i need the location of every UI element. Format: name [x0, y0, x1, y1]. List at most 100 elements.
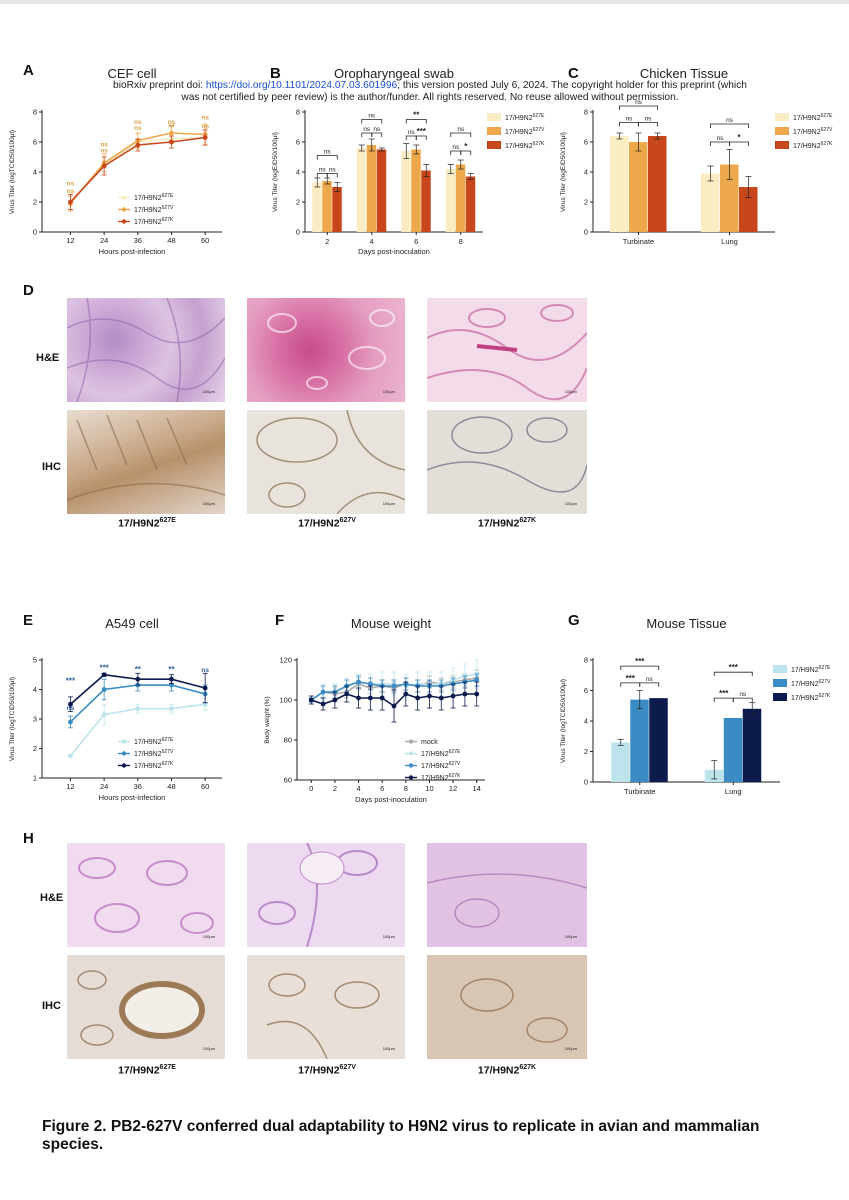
scale-bar-h4: 100μm — [202, 1046, 215, 1051]
data-point — [169, 676, 174, 682]
scale-bar-d2: 100μm — [382, 389, 395, 394]
legend-swatch — [775, 127, 789, 135]
x-tick-label: 8 — [459, 237, 463, 246]
significance-bracket — [638, 122, 658, 127]
data-point — [356, 695, 361, 701]
legend-label: mock — [421, 739, 438, 746]
significance-label: *** — [66, 677, 76, 686]
y-tick-label: 6 — [33, 138, 37, 147]
page-top-bar — [0, 0, 849, 4]
significance-label: ns — [452, 144, 460, 151]
significance-label: *** — [99, 663, 109, 672]
significance-label: *** — [719, 689, 729, 698]
h-ihc-micrograph-627e: 100μm — [67, 955, 225, 1059]
significance-label: ns — [635, 99, 643, 106]
y-tick-label: 4 — [296, 168, 300, 177]
significance-bracket — [326, 173, 338, 178]
significance-label: ns — [726, 117, 734, 124]
d-row-label-he: H&E — [36, 352, 60, 364]
y-tick-label: 8 — [296, 108, 300, 117]
data-point — [367, 695, 373, 701]
significance-label: ** — [168, 123, 175, 132]
data-point — [135, 706, 141, 712]
panel-label-d: D — [23, 282, 34, 299]
significance-bracket — [639, 682, 660, 687]
legend-label: 17/H9N2627E — [793, 113, 833, 122]
significance-bracket — [361, 132, 373, 137]
figure-caption: Figure 2. PB2-627V conferred dual adapta… — [42, 1118, 760, 1153]
legend-label: 17/H9N2627E — [134, 737, 174, 746]
x-tick-label: 48 — [167, 236, 175, 245]
bar — [356, 148, 367, 232]
significance-label: ns — [100, 142, 108, 149]
bar — [630, 699, 649, 782]
data-point — [308, 697, 314, 703]
legend-label: 17/H9N2627V — [134, 205, 174, 214]
data-point — [101, 687, 107, 692]
doi-link[interactable]: https://doi.org/10.1101/2024.07.03.60199… — [205, 80, 398, 91]
y-tick-label: 120 — [279, 656, 292, 665]
data-point — [474, 691, 480, 697]
significance-label: ns — [134, 125, 142, 132]
y-tick-label: 8 — [33, 108, 37, 117]
d-caption-627e: 17/H9N2627E — [67, 517, 227, 530]
chart-title: Mouse Tissue — [646, 616, 726, 631]
significance-label: ** — [413, 111, 420, 120]
data-point — [450, 693, 456, 699]
d-ihc-micrograph-627e: 100μm — [67, 410, 225, 514]
d-caption-627e-base: 17/H9N2 — [118, 517, 160, 530]
x-tick-label: 2 — [325, 237, 329, 246]
bar — [401, 151, 411, 232]
x-tick-label: 12 — [66, 782, 74, 791]
x-tick-label: 8 — [404, 784, 408, 793]
legend-marker — [121, 763, 127, 768]
chart-title: CEF cell — [107, 66, 156, 81]
data-point — [391, 683, 397, 689]
significance-label: ns — [329, 167, 337, 174]
h-caption-627v: 17/H9N2627V — [247, 1064, 407, 1077]
d-caption-627v-sup: 627V — [339, 517, 356, 524]
legend-marker — [408, 739, 414, 744]
chart-c-chicken-tissue: 0 2 4 6 8 Chicken Tissue Virus Titer (logEID50… — [560, 66, 833, 246]
legend-marker — [121, 739, 127, 744]
panel-label-b: B — [270, 65, 281, 82]
bar — [445, 169, 456, 232]
y-axis-label: Virus Titer (logTCID50/100μl) — [560, 679, 567, 763]
d-ihc-micrograph-627v: 100μm — [247, 410, 405, 514]
significance-label: ns — [363, 126, 371, 133]
significance-label: ns — [646, 676, 654, 683]
x-tick-label: 4 — [370, 237, 374, 246]
y-tick-label: 2 — [584, 198, 588, 207]
data-point — [68, 701, 73, 707]
legend-label: 17/H9N2627V — [793, 127, 833, 136]
legend-label: 17/H9N2627K — [793, 141, 833, 150]
bar — [723, 717, 743, 782]
scale-bar-d6: 100μm — [564, 501, 577, 506]
y-tick-label: 2 — [296, 198, 300, 207]
significance-bracket — [316, 173, 328, 178]
y-tick-label: 100 — [279, 696, 292, 705]
x-axis-label: Hours post-infection — [99, 247, 166, 256]
data-point — [344, 691, 350, 697]
data-point — [403, 691, 409, 697]
h-row-label-ihc: IHC — [42, 1000, 61, 1012]
x-tick-label: 6 — [380, 784, 384, 793]
significance-bracket — [361, 119, 383, 124]
y-tick-label: 2 — [584, 747, 588, 756]
scale-bar-d5: 100μm — [382, 501, 395, 506]
legend-label: 17/H9N2627K — [134, 217, 174, 226]
y-tick-label: 4 — [33, 168, 37, 177]
panel-label-c: C — [568, 65, 579, 82]
significance-bracket — [405, 119, 427, 124]
data-point — [169, 130, 174, 136]
h-caption-627e: 17/H9N2627E — [67, 1064, 227, 1077]
h-row-label-he: H&E — [40, 892, 64, 904]
legend-swatch — [487, 141, 501, 149]
h-caption-627e-base: 17/H9N2 — [118, 1064, 160, 1077]
scale-bar-h2: 100μm — [382, 934, 395, 939]
bar — [322, 181, 332, 232]
significance-bracket — [316, 155, 338, 160]
h-caption-627v-base: 17/H9N2 — [298, 1064, 340, 1077]
significance-label: ns — [368, 113, 376, 120]
chart-g-mouse-tissue: 0 2 4 6 8 Mouse Tissue Virus Titer (logTCID50/… — [560, 616, 831, 796]
